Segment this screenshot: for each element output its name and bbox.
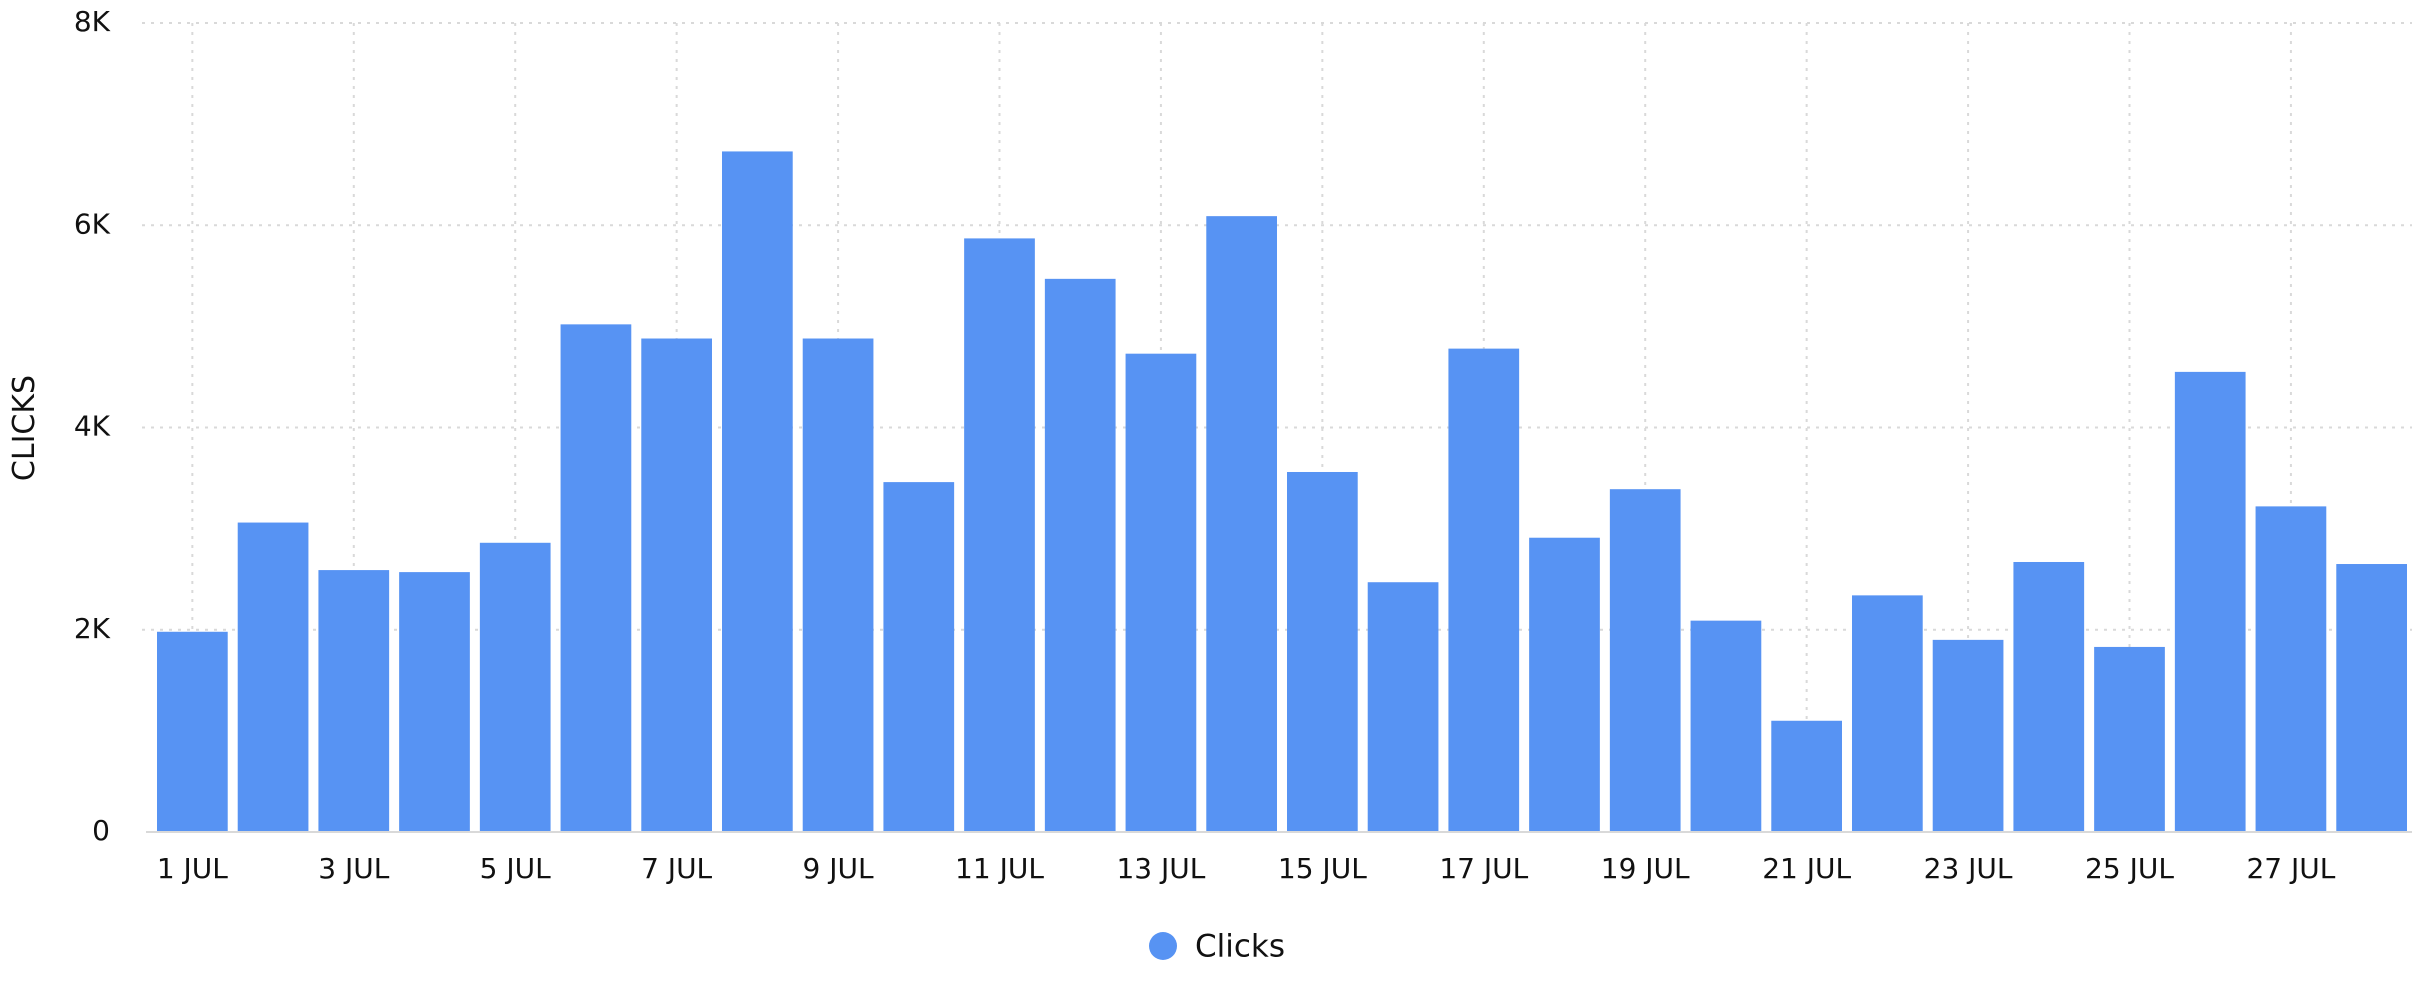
- x-tick-label: 1 JUL: [157, 852, 228, 885]
- bar-17-jul: [1448, 348, 1520, 832]
- x-tick-label: 9 JUL: [803, 852, 874, 885]
- x-tick-label: 5 JUL: [480, 852, 551, 885]
- bar-12-jul: [1044, 278, 1116, 832]
- bar-1-jul: [157, 631, 228, 832]
- bar-20-jul: [1690, 620, 1762, 832]
- bar-8-jul: [722, 151, 793, 832]
- x-tick-label: 11 JUL: [955, 852, 1044, 885]
- legend-label-clicks: Clicks: [1195, 929, 1285, 965]
- axes: 0 2K 4K 6K 8K 1 JUL 3 JUL 5 JUL 7 JUL 9 JUL 11 JUL…: [74, 5, 2412, 885]
- bar-22-jul: [1852, 595, 1923, 832]
- bar-28-jul: [2336, 564, 2407, 832]
- bar-2-jul: [237, 522, 309, 832]
- y-axis-title: CLICKS: [7, 375, 42, 481]
- bar-19-jul: [1609, 489, 1681, 832]
- y-tick-label: 6K: [74, 207, 111, 240]
- bar-10-jul: [883, 482, 955, 832]
- x-tick-label: 17 JUL: [1439, 852, 1528, 885]
- bar-18-jul: [1529, 537, 1600, 832]
- bar-11-jul: [964, 238, 1035, 833]
- bar-5-jul: [479, 542, 551, 832]
- bar-27-jul: [2255, 506, 2327, 832]
- bar-23-jul: [1932, 639, 2004, 832]
- bar-3-jul: [318, 570, 390, 832]
- y-tick-label: 8K: [74, 5, 111, 38]
- bar-15-jul: [1287, 471, 1358, 832]
- bar-25-jul: [2094, 646, 2165, 832]
- bars: [157, 151, 2407, 833]
- x-tick-label: 3 JUL: [318, 852, 389, 885]
- bar-21-jul: [1771, 720, 1842, 832]
- x-tick-label: 23 JUL: [1924, 852, 2013, 885]
- bar-24-jul: [2013, 561, 2085, 832]
- x-tick-label: 15 JUL: [1278, 852, 1367, 885]
- x-tick-label: 21 JUL: [1762, 852, 1851, 885]
- bar-7-jul: [641, 338, 712, 832]
- x-tick-label: 7 JUL: [641, 852, 712, 885]
- bar-26-jul: [2174, 371, 2246, 832]
- bar-9-jul: [802, 338, 874, 832]
- bar-6-jul: [560, 324, 632, 832]
- bar-14-jul: [1206, 216, 1277, 832]
- legend-marker-clicks: [1149, 932, 1177, 960]
- x-tick-label: 27 JUL: [2246, 852, 2335, 885]
- x-tick-label: 13 JUL: [1116, 852, 1205, 885]
- y-tick-label: 2K: [74, 612, 111, 645]
- x-tick-label: 25 JUL: [2085, 852, 2174, 885]
- bar-13-jul: [1125, 353, 1197, 832]
- y-tick-label: 0: [92, 814, 110, 847]
- bar-16-jul: [1367, 582, 1439, 832]
- y-tick-label: 4K: [74, 410, 111, 443]
- bar-4-jul: [399, 572, 470, 832]
- x-tick-label: 19 JUL: [1601, 852, 1690, 885]
- legend[interactable]: Clicks: [1149, 929, 1285, 965]
